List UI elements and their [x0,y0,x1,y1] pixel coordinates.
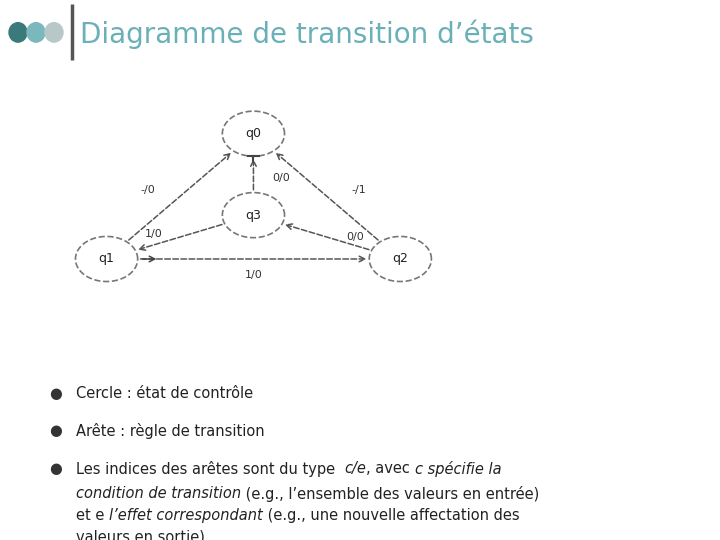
Text: Arête : règle de transition: Arête : règle de transition [76,423,265,439]
Text: et e: et e [76,508,109,523]
Circle shape [9,23,27,42]
Text: 0/0: 0/0 [346,232,364,242]
Text: ●: ● [49,423,62,438]
Text: Diagramme de transition d’états: Diagramme de transition d’états [80,20,534,49]
Text: valeurs en sortie): valeurs en sortie) [76,530,205,540]
Text: -/1: -/1 [352,185,366,195]
Circle shape [45,23,63,42]
Text: q2: q2 [392,253,408,266]
Text: Les indices des arêtes sont du type: Les indices des arêtes sont du type [76,461,345,477]
Text: ●: ● [49,386,62,401]
Text: c spécifie la: c spécifie la [415,461,502,477]
Text: (e.g., une nouvelle affectation des: (e.g., une nouvelle affectation des [263,508,520,523]
Text: ●: ● [49,461,62,476]
Text: Cercle : état de contrôle: Cercle : état de contrôle [76,386,253,401]
Text: q1: q1 [99,253,114,266]
Text: 1/0: 1/0 [145,229,163,239]
Text: -/0: -/0 [140,185,155,195]
Circle shape [27,23,45,42]
Text: c/e: c/e [345,461,366,476]
Text: condition de transition: condition de transition [76,487,241,502]
Text: , avec: , avec [366,461,415,476]
Text: 1/0: 1/0 [245,269,262,280]
Text: 0/0: 0/0 [273,173,290,183]
Text: q3: q3 [246,208,261,221]
Text: (e.g., l’ensemble des valeurs en entrée): (e.g., l’ensemble des valeurs en entrée) [241,487,539,502]
Text: q0: q0 [246,127,261,140]
Text: l’effet correspondant: l’effet correspondant [109,508,263,523]
